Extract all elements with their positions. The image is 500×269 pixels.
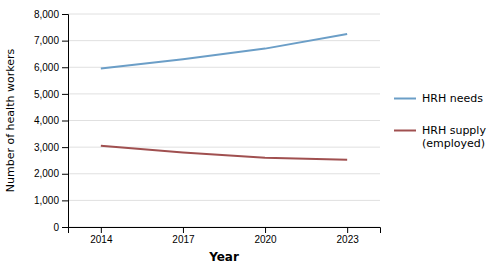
tick-label: 3,000 xyxy=(34,142,59,153)
tick-label: 4,000 xyxy=(34,115,59,126)
tick-label: 6,000 xyxy=(34,62,59,73)
tick-mark xyxy=(183,227,184,233)
tick: 3,000 xyxy=(34,142,68,153)
tick-mark xyxy=(62,200,68,201)
tick-label: 2014 xyxy=(90,234,113,245)
tick-label: 2020 xyxy=(254,234,277,245)
axis-line xyxy=(62,15,69,228)
plot: 2014 2017 2020 2023 0 1,000 2,000 3,000 4,000 5,0… xyxy=(4,9,381,264)
legend: HRH needs HRH supply(employed) xyxy=(394,92,486,150)
line xyxy=(101,34,347,69)
tick-mark xyxy=(62,121,68,122)
tick: 5,000 xyxy=(34,89,68,100)
tick-label: 5,000 xyxy=(34,89,59,100)
tick-label: 2017 xyxy=(172,234,195,245)
tick-label: 1,000 xyxy=(34,195,59,206)
grid-line xyxy=(68,93,380,94)
grid-line xyxy=(68,173,380,174)
tick-mark xyxy=(62,147,68,148)
x-axis: 2014 2017 2020 2023 xyxy=(69,227,381,245)
tick-mark xyxy=(62,41,68,42)
tick-mark xyxy=(62,94,68,95)
grid-line xyxy=(68,200,380,201)
x-axis-title: Year xyxy=(208,250,239,264)
y-axis: 0 1,000 2,000 3,000 4,000 5,000 6,000 7,000 8,00… xyxy=(34,9,69,233)
tick: 2023 xyxy=(337,227,360,245)
legend-item: HRH supply(employed) xyxy=(394,124,486,150)
tick-mark xyxy=(62,67,68,68)
tick-label: 0 xyxy=(53,222,59,233)
legend-swatch xyxy=(394,98,416,100)
legend-label: HRH needs xyxy=(422,92,483,105)
tick-label: 7,000 xyxy=(34,35,59,46)
axis-line xyxy=(69,228,381,234)
tick: 2017 xyxy=(172,227,195,245)
tick-mark xyxy=(62,14,68,15)
tick: 2020 xyxy=(254,227,277,245)
tick: 2,000 xyxy=(34,168,68,179)
lines xyxy=(101,34,347,160)
tick-label: 2,000 xyxy=(34,168,59,179)
grid-line xyxy=(68,120,380,121)
tick-mark xyxy=(347,227,348,233)
tick-label: 8,000 xyxy=(34,9,59,20)
tick: 2014 xyxy=(90,227,113,245)
tick: 7,000 xyxy=(34,35,68,46)
chart: 2014 2017 2020 2023 0 1,000 2,000 3,000 4,000 5,0… xyxy=(0,0,500,269)
legend-swatch xyxy=(394,130,416,132)
tick-mark xyxy=(62,227,68,228)
legend-label: HRH supply(employed) xyxy=(422,124,486,150)
tick-mark xyxy=(265,227,266,233)
tick: 0 xyxy=(53,222,68,233)
line xyxy=(101,146,347,160)
tick: 8,000 xyxy=(34,9,68,20)
tick-mark xyxy=(101,227,102,233)
tick-mark xyxy=(62,174,68,175)
tick: 6,000 xyxy=(34,62,68,73)
tick-label: 2023 xyxy=(337,234,360,245)
tick: 4,000 xyxy=(34,115,68,126)
legend-item: HRH needs xyxy=(394,92,483,105)
y-axis-title: Number of health workers xyxy=(4,49,17,193)
grid xyxy=(68,14,380,227)
grid-line xyxy=(68,40,380,41)
grid-line xyxy=(68,14,380,15)
tick: 1,000 xyxy=(34,195,68,206)
